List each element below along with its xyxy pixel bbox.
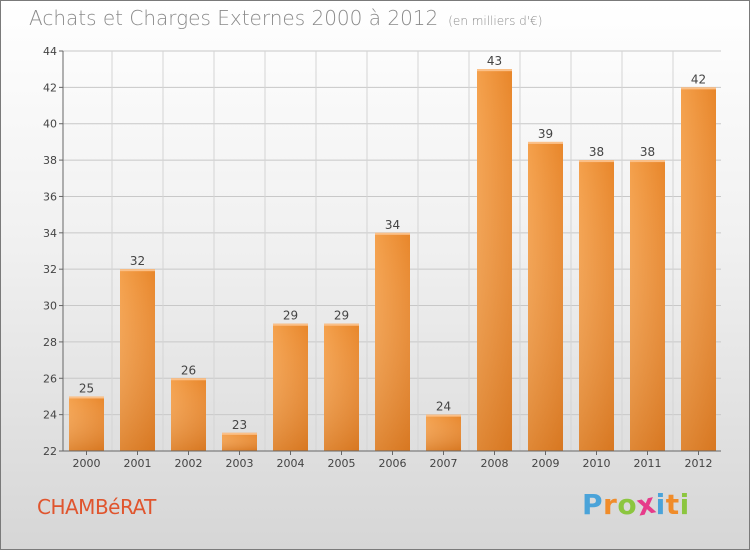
logo-letter: o bbox=[617, 488, 638, 521]
logo-letter: r bbox=[603, 488, 618, 521]
bar-top bbox=[171, 378, 206, 381]
bar-shade bbox=[528, 141, 563, 451]
bar-value-label: 29 bbox=[334, 309, 349, 323]
bar-value-label: 32 bbox=[130, 254, 145, 268]
y-tick-label: 32 bbox=[43, 263, 57, 276]
bar-top bbox=[375, 232, 410, 235]
x-tick-label: 2005 bbox=[328, 457, 356, 470]
bar-top bbox=[579, 160, 614, 163]
x-tick-label: 2007 bbox=[430, 457, 458, 470]
logo-letter: i bbox=[679, 488, 690, 521]
y-tick-label: 28 bbox=[43, 336, 57, 349]
y-tick-label: 30 bbox=[43, 300, 57, 313]
bar-top bbox=[69, 396, 104, 399]
y-tick-label: 36 bbox=[43, 190, 57, 203]
x-tick-label: 2012 bbox=[685, 457, 713, 470]
proxiti-logo: Proxiti bbox=[582, 486, 690, 522]
bar-shade bbox=[273, 323, 308, 451]
bar-value-label: 43 bbox=[487, 54, 502, 68]
x-tick-label: 2003 bbox=[226, 457, 254, 470]
bar-value-label: 39 bbox=[538, 127, 553, 141]
bar-value-label: 26 bbox=[181, 363, 196, 377]
x-tick-label: 2006 bbox=[379, 457, 407, 470]
x-tick-label: 2008 bbox=[481, 457, 509, 470]
bar-value-label: 29 bbox=[283, 309, 298, 323]
bar-value-label: 34 bbox=[385, 218, 400, 232]
bar-value-label: 25 bbox=[79, 381, 94, 395]
bar-top bbox=[477, 69, 512, 72]
bar-value-label: 38 bbox=[640, 145, 655, 159]
bar-value-label: 23 bbox=[232, 418, 247, 432]
bar-shade bbox=[222, 432, 257, 451]
y-tick-label: 38 bbox=[43, 154, 57, 167]
commune-name: CHAMBéRAT bbox=[37, 495, 156, 519]
bar-top bbox=[630, 160, 665, 163]
bar-top bbox=[426, 414, 461, 417]
x-tick-label: 2011 bbox=[634, 457, 662, 470]
logo-letter: P bbox=[582, 488, 604, 521]
bar-top bbox=[273, 323, 308, 326]
bar-shade bbox=[477, 69, 512, 451]
y-tick-label: 26 bbox=[43, 372, 57, 385]
bar-top bbox=[222, 432, 257, 435]
logo-letter: t bbox=[665, 488, 680, 521]
chart-title-text: Achats et Charges Externes 2000 à 2012 bbox=[29, 6, 439, 30]
bar-shade bbox=[681, 87, 716, 451]
x-tick-label: 2001 bbox=[124, 457, 152, 470]
y-tick-label: 24 bbox=[43, 409, 57, 422]
bar-value-label: 24 bbox=[436, 400, 451, 414]
bar-shade bbox=[324, 323, 359, 451]
x-tick-label: 2000 bbox=[73, 457, 101, 470]
bar-shade bbox=[171, 378, 206, 451]
bar-shade bbox=[120, 269, 155, 451]
y-tick-label: 22 bbox=[43, 445, 57, 458]
bar-value-label: 42 bbox=[691, 72, 706, 86]
y-tick-label: 40 bbox=[43, 118, 57, 131]
chart-title: Achats et Charges Externes 2000 à 2012 (e… bbox=[29, 6, 542, 30]
x-tick-label: 2009 bbox=[532, 457, 560, 470]
x-tick-label: 2010 bbox=[583, 457, 611, 470]
y-tick-label: 34 bbox=[43, 227, 57, 240]
bar-shade bbox=[375, 232, 410, 451]
bar-shade bbox=[69, 396, 104, 451]
logo-letter: i bbox=[655, 488, 666, 521]
x-tick-label: 2002 bbox=[175, 457, 203, 470]
y-tick-label: 44 bbox=[43, 45, 57, 58]
bar-top bbox=[528, 141, 563, 144]
bar-top bbox=[120, 269, 155, 272]
bar-shade bbox=[426, 414, 461, 451]
x-tick-label: 2004 bbox=[277, 457, 305, 470]
chart-subtitle: (en milliers d'€) bbox=[448, 14, 543, 28]
bar-top bbox=[681, 87, 716, 90]
bar-shade bbox=[579, 160, 614, 451]
y-tick-label: 42 bbox=[43, 81, 57, 94]
bar-top bbox=[324, 323, 359, 326]
bar-shade bbox=[630, 160, 665, 451]
bar-value-label: 38 bbox=[589, 145, 604, 159]
